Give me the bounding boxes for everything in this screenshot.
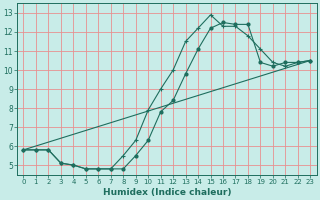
X-axis label: Humidex (Indice chaleur): Humidex (Indice chaleur) [103, 188, 231, 197]
